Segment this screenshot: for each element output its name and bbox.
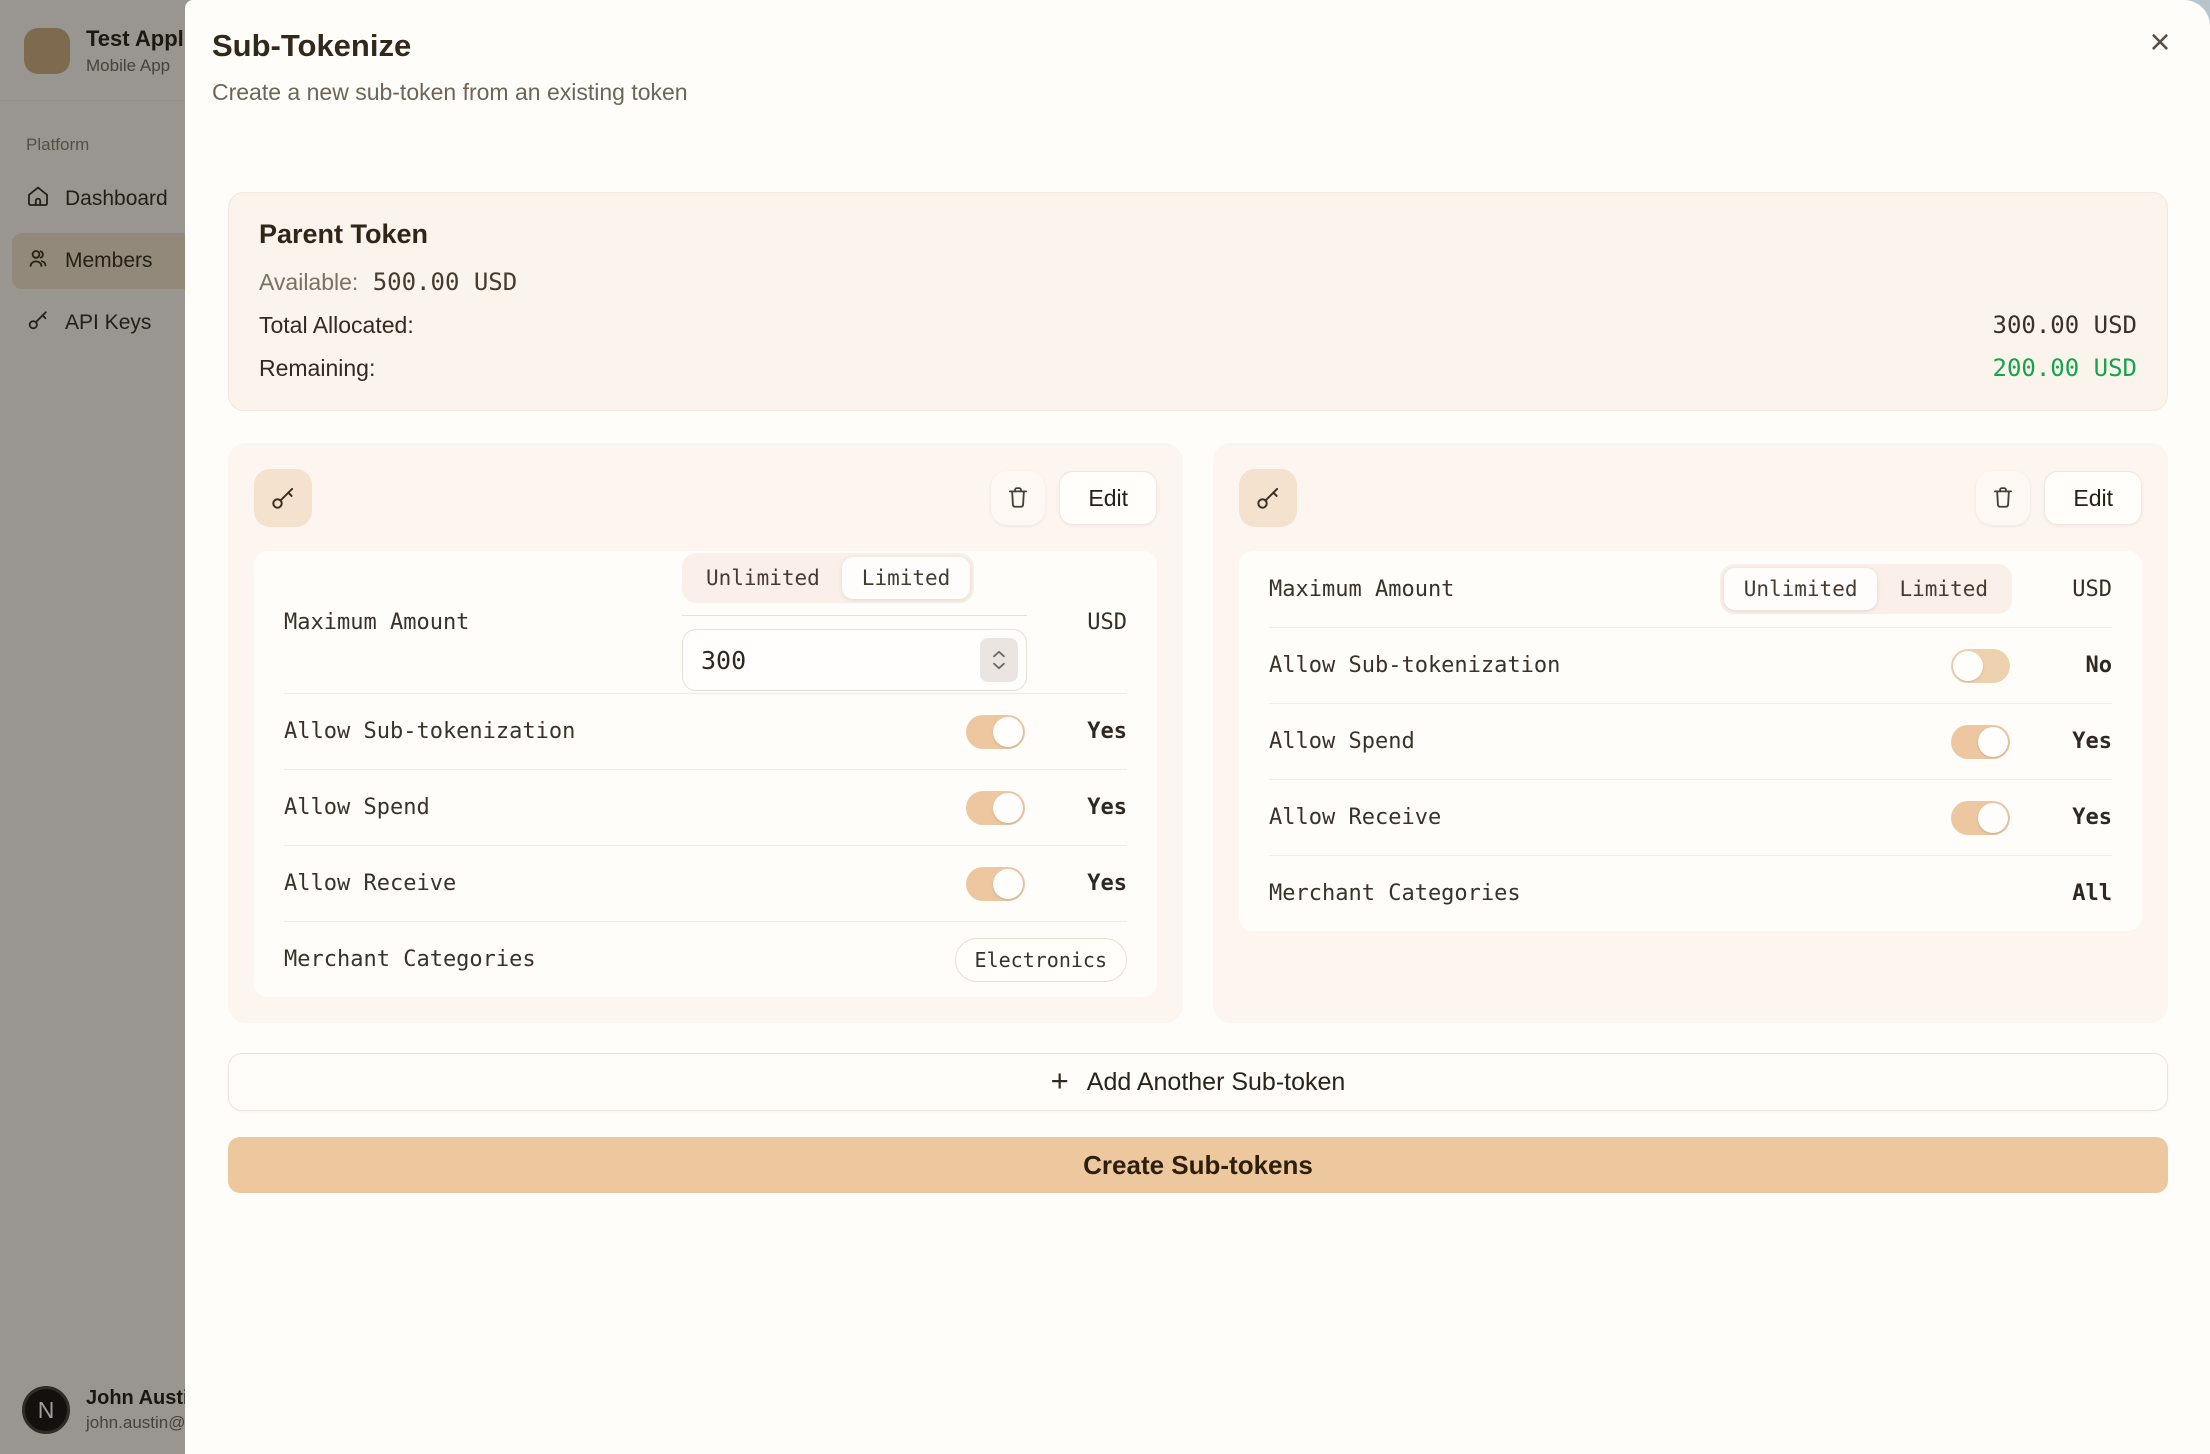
allow-subtokenization-toggle[interactable] <box>1951 648 2010 683</box>
edit-button[interactable]: Edit <box>2044 471 2142 525</box>
max-amount-row: Maximum Amount Unlimited Limited USD <box>1269 551 2112 627</box>
total-allocated-value: 300.00 USD <box>1992 311 2138 339</box>
sidebar-item-label: API Keys <box>65 311 152 334</box>
available-value: 500.00 USD <box>372 268 518 296</box>
close-icon[interactable]: × <box>2136 18 2184 66</box>
allow-receive-row: Allow Receive Yes <box>1269 779 2112 855</box>
add-another-label: Add Another Sub-token <box>1086 1067 1346 1096</box>
available-label: Available: <box>259 269 359 295</box>
home-icon <box>26 184 50 214</box>
chevron-down-icon <box>993 662 1005 670</box>
key-icon <box>26 308 50 338</box>
page-title: Sub-Tokenize <box>212 28 412 63</box>
users-icon <box>26 246 50 276</box>
row-label: Merchant Categories <box>1269 881 1521 906</box>
edit-button[interactable]: Edit <box>1059 471 1157 525</box>
delete-sub-token-button[interactable] <box>1976 471 2031 525</box>
segment-unlimited[interactable]: Unlimited <box>1723 568 1878 610</box>
trash-icon <box>1990 484 2016 513</box>
row-label: Allow Spend <box>284 795 430 820</box>
chevron-up-icon <box>993 650 1005 658</box>
allow-spend-row: Allow Spend Yes <box>284 769 1127 845</box>
sub-token-cards: Edit Maximum Amount Unlimited Limited <box>228 443 2168 1023</box>
currency-label: USD <box>1087 609 1127 635</box>
row-value: No <box>2085 653 2113 678</box>
allow-receive-row: Allow Receive Yes <box>284 845 1127 921</box>
allow-subtokenization-row: Allow Sub-tokenization No <box>1269 627 2112 703</box>
number-stepper[interactable] <box>980 638 1018 682</box>
row-label: Merchant Categories <box>284 947 536 972</box>
max-amount-label: Maximum Amount <box>284 609 470 635</box>
row-label: Allow Sub-tokenization <box>284 719 576 744</box>
card-rows: Maximum Amount Unlimited Limited USD All… <box>1239 551 2142 931</box>
merchant-categories-row: Merchant Categories All <box>1269 855 2112 931</box>
allow-receive-toggle[interactable] <box>1951 800 2010 835</box>
sidebar-item-label: Dashboard <box>65 187 168 210</box>
row-value: Yes <box>2072 729 2112 754</box>
amount-mode-segmented: Unlimited Limited <box>1719 564 2012 614</box>
parent-available: Available: 500.00 USD <box>259 268 2137 296</box>
modal-header: Sub-Tokenize Create a new sub-token from… <box>185 0 2210 106</box>
row-label: Allow Spend <box>1269 729 1415 754</box>
parent-token-heading: Parent Token <box>259 219 429 249</box>
row-label: Allow Receive <box>284 871 457 896</box>
divider <box>682 615 1027 616</box>
avatar: N <box>22 1386 70 1434</box>
user-email: john.austin@ <box>86 1413 186 1432</box>
trash-icon <box>1005 484 1031 513</box>
total-allocated-row: Total Allocated: 300.00 USD <box>259 311 2137 339</box>
parent-token-card: Parent Token Available: 500.00 USD Total… <box>228 192 2168 411</box>
total-allocated-label: Total Allocated: <box>259 312 414 338</box>
allow-spend-toggle[interactable] <box>966 790 1025 825</box>
merchant-categories-value: All <box>2072 881 2112 906</box>
amount-mode-segmented: Unlimited Limited <box>682 553 975 603</box>
delete-sub-token-button[interactable] <box>991 471 1046 525</box>
user-menu[interactable]: N John Austi john.austin@ <box>22 1386 189 1434</box>
app-type: Mobile App <box>86 56 171 75</box>
row-value: Yes <box>2072 805 2112 830</box>
merchant-category-badge: Electronics <box>954 937 1127 982</box>
allow-receive-toggle[interactable] <box>966 866 1025 901</box>
allow-subtokenization-row: Allow Sub-tokenization Yes <box>284 693 1127 769</box>
max-amount-row: Maximum Amount Unlimited Limited <box>284 551 1127 693</box>
max-amount-input[interactable] <box>682 629 1027 691</box>
currency-label: USD <box>2072 576 2112 602</box>
segment-limited[interactable]: Limited <box>841 557 971 599</box>
plus-icon: + <box>1050 1063 1069 1098</box>
remaining-row: Remaining: 200.00 USD <box>259 354 2137 382</box>
row-value: Yes <box>1087 719 1127 744</box>
modal-body: Parent Token Available: 500.00 USD Total… <box>185 106 2210 1193</box>
sub-token-card-1: Edit Maximum Amount Unlimited Limited <box>228 443 1183 1023</box>
allow-subtokenization-toggle[interactable] <box>966 714 1025 749</box>
merchant-categories-row: Merchant Categories Electronics <box>284 921 1127 997</box>
row-value: Yes <box>1087 871 1127 896</box>
create-sub-tokens-button[interactable]: Create Sub-tokens <box>228 1137 2168 1193</box>
row-label: Allow Receive <box>1269 805 1442 830</box>
row-label: Allow Sub-tokenization <box>1269 653 1561 678</box>
app-logo <box>24 28 70 74</box>
user-name: John Austi <box>86 1387 189 1409</box>
card-header: Edit <box>1239 469 2142 527</box>
sidebar-item-label: Members <box>65 249 153 272</box>
max-amount-label: Maximum Amount <box>1269 576 1455 602</box>
sub-token-card-2: Edit Maximum Amount Unlimited Limited US… <box>1213 443 2168 1023</box>
segment-unlimited[interactable]: Unlimited <box>706 566 820 590</box>
add-another-sub-token-button[interactable]: + Add Another Sub-token <box>228 1053 2168 1111</box>
app-name: Test Appli <box>86 26 190 51</box>
row-value: Yes <box>1087 795 1127 820</box>
sub-tokenize-modal: Sub-Tokenize Create a new sub-token from… <box>185 0 2210 1454</box>
allow-spend-row: Allow Spend Yes <box>1269 703 2112 779</box>
remaining-label: Remaining: <box>259 355 376 381</box>
modal-subtitle: Create a new sub-token from an existing … <box>212 79 688 105</box>
token-key-icon <box>1239 469 1297 527</box>
card-header: Edit <box>254 469 1157 527</box>
segment-limited[interactable]: Limited <box>1899 577 1988 601</box>
allow-spend-toggle[interactable] <box>1951 724 2010 759</box>
token-key-icon <box>254 469 312 527</box>
remaining-value: 200.00 USD <box>1992 354 2138 382</box>
card-rows: Maximum Amount Unlimited Limited <box>254 551 1157 997</box>
